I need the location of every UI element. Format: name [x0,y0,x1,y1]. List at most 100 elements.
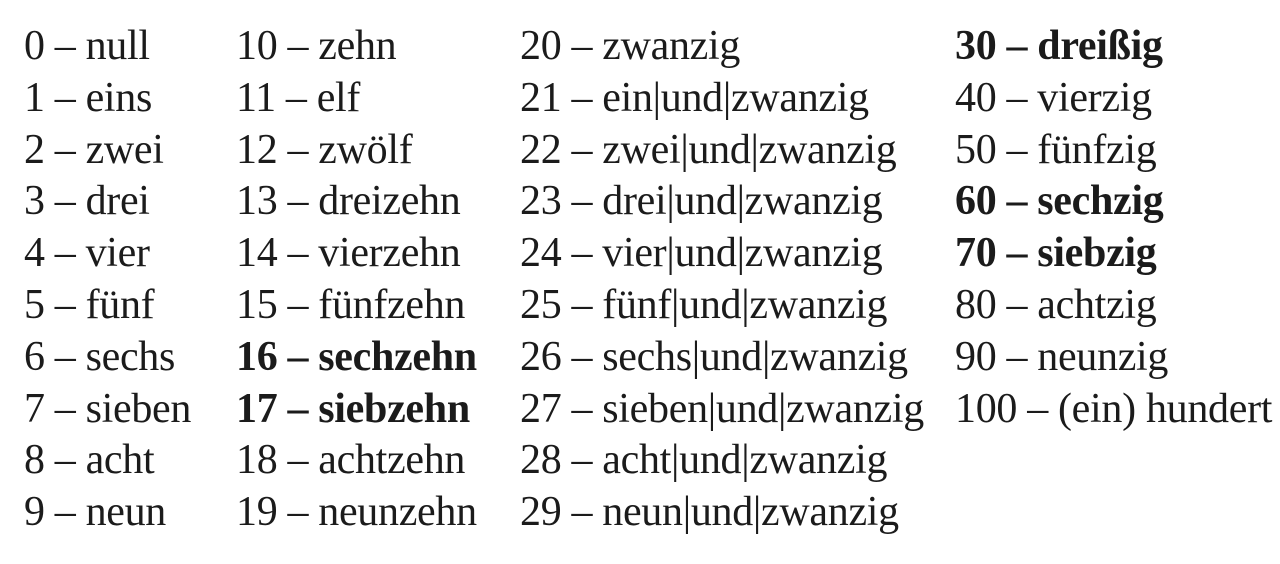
dash-separator: – [1006,333,1028,380]
dash-separator: – [54,281,76,328]
number-word: zwölf [318,126,413,173]
number-word: drei|und|zwanzig [602,178,883,225]
number-value: 11 [236,74,276,121]
number-row: 22– zwei|und|zwanzig [520,125,924,177]
number-row: 60– sechzig [955,176,1272,228]
number-row: 24– vier|und|zwanzig [520,228,924,280]
number-value: 17 [236,385,278,432]
column-teens-10-19: 10– zehn 11– elf 12– zwölf 13– dreizehn 14– vierz… [236,21,477,539]
number-word: neunzig [1037,333,1169,380]
number-row: 14– vierzehn [236,228,477,280]
dash-separator: – [571,126,593,173]
number-row: 2– zwei [24,125,191,177]
number-row: 18– achtzehn [236,435,477,487]
number-word: siebzehn [318,385,470,432]
number-value: 12 [236,126,278,173]
number-word: zehn [318,23,397,69]
number-word: siebzig [1037,230,1157,277]
number-row: 27– sieben|und|zwanzig [520,384,924,436]
dash-separator: – [1006,281,1028,328]
number-word: eins [85,74,153,121]
number-row: 50– fünfzig [955,125,1272,177]
number-value: 18 [236,437,278,484]
number-value: 3 [24,178,45,225]
number-word: vierzehn [318,230,461,277]
dash-separator: – [571,385,593,432]
number-word: sechzehn [318,333,477,380]
number-word: null [85,23,150,69]
dash-separator: – [287,489,309,536]
number-row: 90– neunzig [955,332,1272,384]
number-word: sechs [85,333,176,380]
column-units-0-9: 0– null 1– eins 2– zwei 3– drei 4– vier 5– fünf 6– se… [24,21,191,539]
number-word: fünf [85,281,155,328]
number-value: 22 [520,126,562,173]
number-row: 11– elf [236,73,477,125]
number-value: 40 [955,74,997,121]
number-row: 21– ein|und|zwanzig [520,73,924,125]
number-row: 29– neun|und|zwanzig [520,487,924,539]
dash-separator: – [54,23,76,69]
number-word: neunzehn [318,489,477,536]
number-row: 80– achtzig [955,280,1272,332]
number-value: 7 [24,385,45,432]
number-word: dreißig [1037,23,1163,69]
dash-separator: – [1006,230,1028,277]
dash-separator: – [571,23,593,69]
dash-separator: – [571,74,593,121]
number-row: 15– fünfzehn [236,280,477,332]
dash-separator: – [571,230,593,277]
dash-separator: – [287,333,309,380]
number-word: neun [85,489,167,536]
number-value: 26 [520,333,562,380]
number-value: 15 [236,281,278,328]
number-row: 40– vierzig [955,73,1272,125]
dash-separator: – [1027,385,1048,432]
number-row: 8– acht [24,435,191,487]
number-value: 16 [236,333,278,380]
number-word: drei [85,178,150,225]
number-value: 70 [955,230,997,277]
number-value: 21 [520,74,562,121]
number-word: achtzehn [318,437,466,484]
number-word: acht [85,437,155,484]
number-word: (ein) hundert [1057,385,1273,432]
number-value: 80 [955,281,997,328]
dash-separator: – [54,74,76,121]
dash-separator: – [571,281,593,328]
number-value: 30 [955,23,997,69]
number-row: 6– sechs [24,332,191,384]
dash-separator: – [54,333,76,380]
number-row: 12– zwölf [236,125,477,177]
number-row: 26– sechs|und|zwanzig [520,332,924,384]
number-value: 24 [520,230,562,277]
number-row: 5– fünf [24,280,191,332]
number-value: 60 [955,178,997,225]
number-row: 10– zehn [236,21,477,73]
number-row: 7– sieben [24,384,191,436]
number-word: neun|und|zwanzig [602,489,899,536]
number-row: 3– drei [24,176,191,228]
number-row: 16– sechzehn [236,332,477,384]
number-value: 20 [520,23,562,69]
number-word: dreizehn [318,178,461,225]
number-row: 70– siebzig [955,228,1272,280]
dash-separator: – [571,437,593,484]
number-row: 1– eins [24,73,191,125]
dash-separator: – [287,126,309,173]
dash-separator: – [1006,126,1028,173]
number-row: 9– neun [24,487,191,539]
number-word: vier [85,230,150,277]
number-word: zwanzig [602,23,741,69]
dash-separator: – [285,74,307,121]
dash-separator: – [54,230,76,277]
number-row: 4– vier [24,228,191,280]
dash-separator: – [54,178,76,225]
number-word: elf [316,74,361,121]
number-value: 13 [236,178,278,225]
number-value: 1 [24,74,45,121]
number-row: 0– null [24,21,191,73]
number-row: 25– fünf|und|zwanzig [520,280,924,332]
number-value: 28 [520,437,562,484]
dash-separator: – [54,385,76,432]
